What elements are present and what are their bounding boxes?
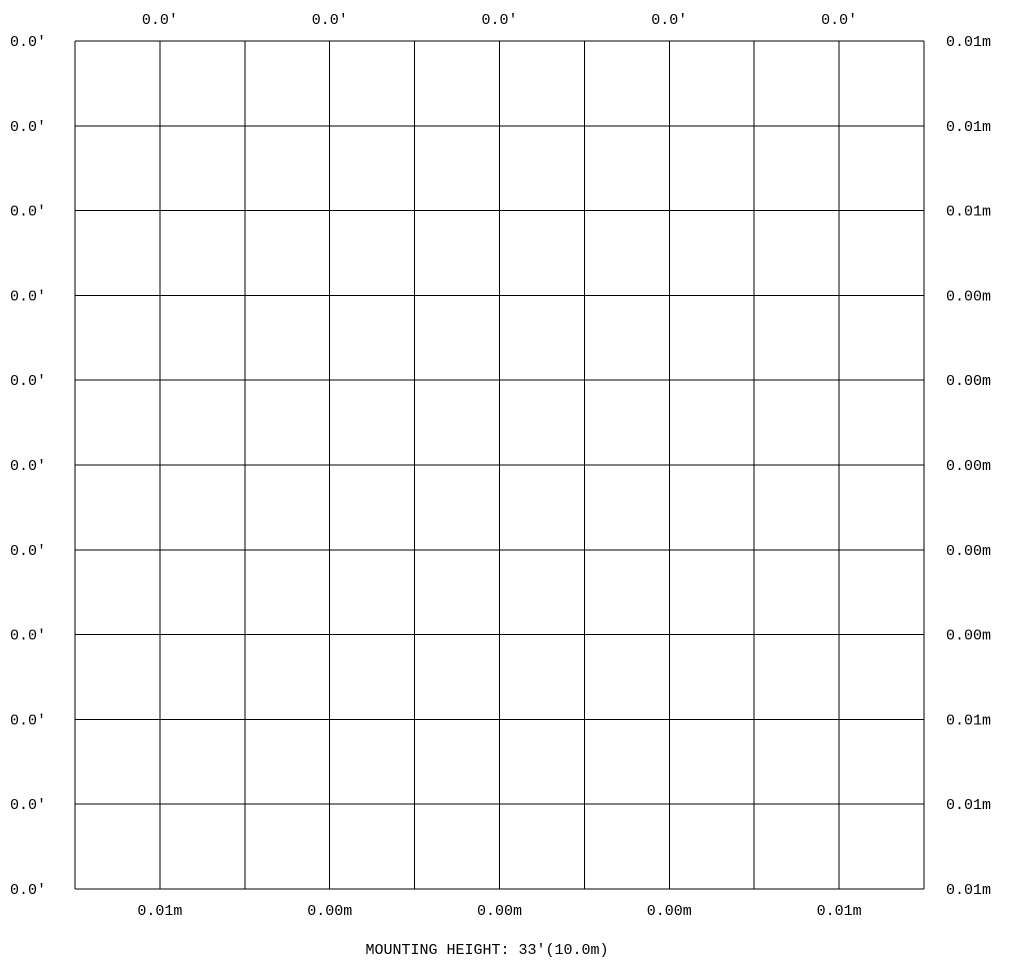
left-label: 0.0' xyxy=(10,712,46,729)
bottom-label: 0.01m xyxy=(817,903,862,920)
bottom-label: 0.00m xyxy=(477,903,522,920)
left-label: 0.0' xyxy=(10,797,46,814)
top-label: 0.0' xyxy=(821,12,857,29)
top-label: 0.0' xyxy=(142,12,178,29)
right-label: 0.01m xyxy=(946,712,991,729)
top-label: 0.0' xyxy=(651,12,687,29)
right-label: 0.00m xyxy=(946,288,991,305)
left-label: 0.0' xyxy=(10,34,46,51)
grid-lines xyxy=(74,40,925,890)
top-label: 0.0' xyxy=(312,12,348,29)
left-label: 0.0' xyxy=(10,288,46,305)
right-label: 0.01m xyxy=(946,204,991,221)
right-label: 0.01m xyxy=(946,34,991,51)
left-label: 0.0' xyxy=(10,628,46,645)
right-label: 0.00m xyxy=(946,543,991,560)
mounting-height-caption: MOUNTING HEIGHT: 33'(10.0m) xyxy=(365,942,608,959)
right-label: 0.00m xyxy=(946,458,991,475)
left-label: 0.0' xyxy=(10,458,46,475)
right-label: 0.01m xyxy=(946,882,991,899)
top-label: 0.0' xyxy=(481,12,517,29)
right-label: 0.01m xyxy=(946,119,991,136)
left-label: 0.0' xyxy=(10,373,46,390)
left-label: 0.0' xyxy=(10,119,46,136)
bottom-axis-labels: 0.01m 0.00m 0.00m 0.00m 0.01m xyxy=(137,903,861,920)
left-axis-labels: 0.0' 0.0' 0.0' 0.0' 0.0' 0.0' 0.0' 0.0' 0.0' 0.0'… xyxy=(10,34,46,899)
bottom-label: 0.01m xyxy=(137,903,182,920)
right-label: 0.00m xyxy=(946,628,991,645)
right-label: 0.00m xyxy=(946,373,991,390)
right-axis-labels: 0.01m 0.01m 0.01m 0.00m 0.00m 0.00m 0.00m 0.00m… xyxy=(946,34,991,899)
left-label: 0.0' xyxy=(10,204,46,221)
left-label: 0.0' xyxy=(10,882,46,899)
left-label: 0.0' xyxy=(10,543,46,560)
bottom-label: 0.00m xyxy=(307,903,352,920)
top-axis-labels: 0.0' 0.0' 0.0' 0.0' 0.0' xyxy=(142,12,857,29)
right-label: 0.01m xyxy=(946,797,991,814)
bottom-label: 0.00m xyxy=(647,903,692,920)
